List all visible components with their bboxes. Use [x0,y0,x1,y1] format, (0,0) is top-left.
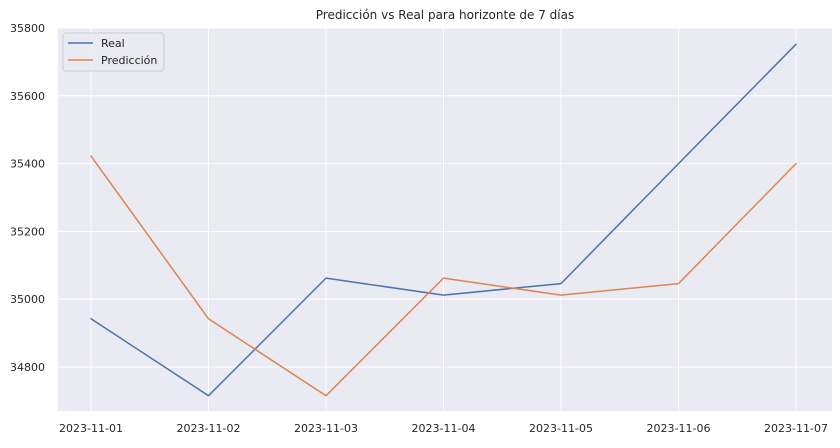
x-tick-label: 2023-11-02 [177,422,241,435]
x-tick-label: 2023-11-05 [529,422,593,435]
legend-label-real: Real [101,37,125,50]
series-line-real [90,43,797,397]
legend: Real Predicción [62,32,165,72]
y-tick-label: 35800 [10,22,45,35]
series-line-prediccion [90,155,797,397]
x-tick-label: 2023-11-06 [647,422,711,435]
y-tick-label: 35000 [10,293,45,306]
x-tick-label: 2023-11-07 [764,422,828,435]
x-tick-label: 2023-11-03 [294,422,358,435]
legend-label-prediccion: Predicción [101,54,157,67]
y-tick-label: 34800 [10,361,45,374]
plot-background [58,28,832,411]
grid-lines [58,27,832,411]
tick-labels: 34800 35000 35200 35400 35600 35800 2023-11-01… [10,22,828,435]
y-tick-label: 35400 [10,158,45,171]
y-tick-label: 35200 [10,225,45,238]
y-tick-label: 35600 [10,90,45,103]
series-lines [90,43,797,397]
x-tick-label: 2023-11-04 [412,422,476,435]
x-tick-label: 2023-11-01 [59,422,123,435]
chart-title: Predicción vs Real para horizonte de 7 d… [316,8,574,22]
